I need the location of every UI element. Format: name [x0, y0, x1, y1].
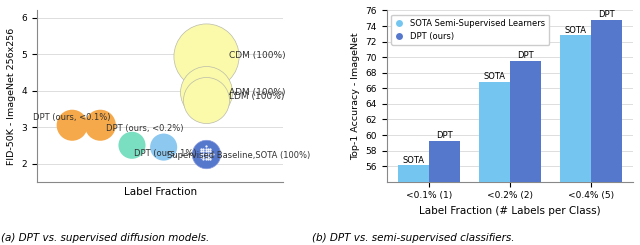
Text: DPT (ours, <0.2%): DPT (ours, <0.2%) [106, 124, 183, 133]
Point [201, 98, 211, 102]
Text: ADM (100%): ADM (100%) [228, 88, 285, 97]
Bar [510, 61, 541, 182]
Text: CDM (100%): CDM (100%) [228, 51, 285, 61]
Text: DPT: DPT [598, 10, 615, 19]
Bar [398, 165, 429, 182]
Legend: SOTA Semi-Supervised Learners, DPT (ours): SOTA Semi-Supervised Learners, DPT (ours… [391, 15, 549, 45]
Point [201, 54, 211, 58]
Bar [429, 141, 460, 182]
Text: SOTA: SOTA [403, 156, 424, 165]
Point [201, 152, 211, 156]
X-axis label: Label Fraction (# Labels per Class): Label Fraction (# Labels per Class) [419, 206, 601, 216]
Text: DPT (ours, 1%): DPT (ours, 1%) [134, 149, 196, 158]
Bar [479, 82, 510, 182]
Point [201, 90, 211, 94]
Text: SOTA: SOTA [564, 25, 587, 35]
Text: SOTA: SOTA [483, 72, 506, 81]
Text: DPT: DPT [436, 132, 452, 140]
X-axis label: Label Fraction: Label Fraction [124, 187, 196, 197]
Text: (b) DPT vs. semi-supervised classifiers.: (b) DPT vs. semi-supervised classifiers. [312, 233, 514, 243]
Y-axis label: Top-1 Accuracy - ImageNet: Top-1 Accuracy - ImageNet [351, 32, 360, 160]
Text: DPT: DPT [517, 51, 534, 60]
Point [67, 123, 77, 127]
Text: (a) DPT vs. supervised diffusion models.: (a) DPT vs. supervised diffusion models. [1, 233, 210, 243]
Bar [560, 35, 591, 182]
Point [159, 145, 169, 149]
Y-axis label: FID-50K - ImageNet 256x256: FID-50K - ImageNet 256x256 [7, 27, 16, 165]
Text: Supervised Baseline,SOTA (100%): Supervised Baseline,SOTA (100%) [167, 151, 310, 160]
Bar [591, 20, 622, 182]
Text: LDM (100%): LDM (100%) [228, 92, 284, 101]
Point [127, 143, 137, 147]
Text: DPT (ours, <0.1%): DPT (ours, <0.1%) [33, 113, 111, 122]
Point [95, 123, 106, 127]
